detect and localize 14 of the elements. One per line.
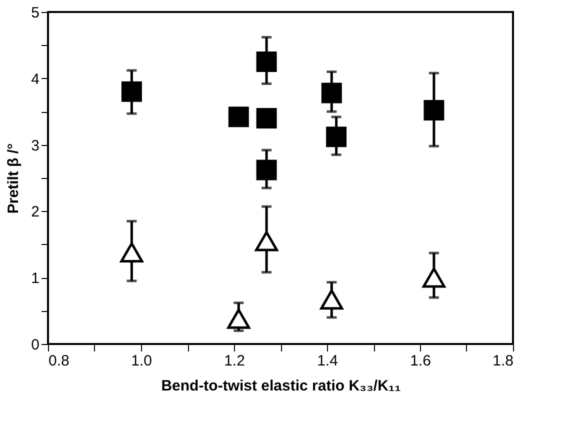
y-tick-label: 1 [31,270,40,288]
x-tick-label: 1.8 [492,352,514,370]
y-tick-label: 3 [31,137,40,154]
y-tick-label: 2 [31,204,40,221]
y-tick-label: 0 [31,336,40,354]
x-tick-label: 1.6 [410,352,431,370]
x-tick-label: 0.8 [48,352,70,370]
x-tick-label: 1.2 [224,352,245,370]
x-tick-label: 1.0 [131,352,152,370]
x-tick-label: 1.4 [317,352,338,370]
y-tick-label: 4 [31,70,40,88]
y-tick-label: 5 [31,4,40,22]
x-axis-title: Bend-to-twist elastic ratio K₃₃/K₁₁ [161,378,401,394]
y-axis-title: Pretilt β /° [5,143,22,214]
